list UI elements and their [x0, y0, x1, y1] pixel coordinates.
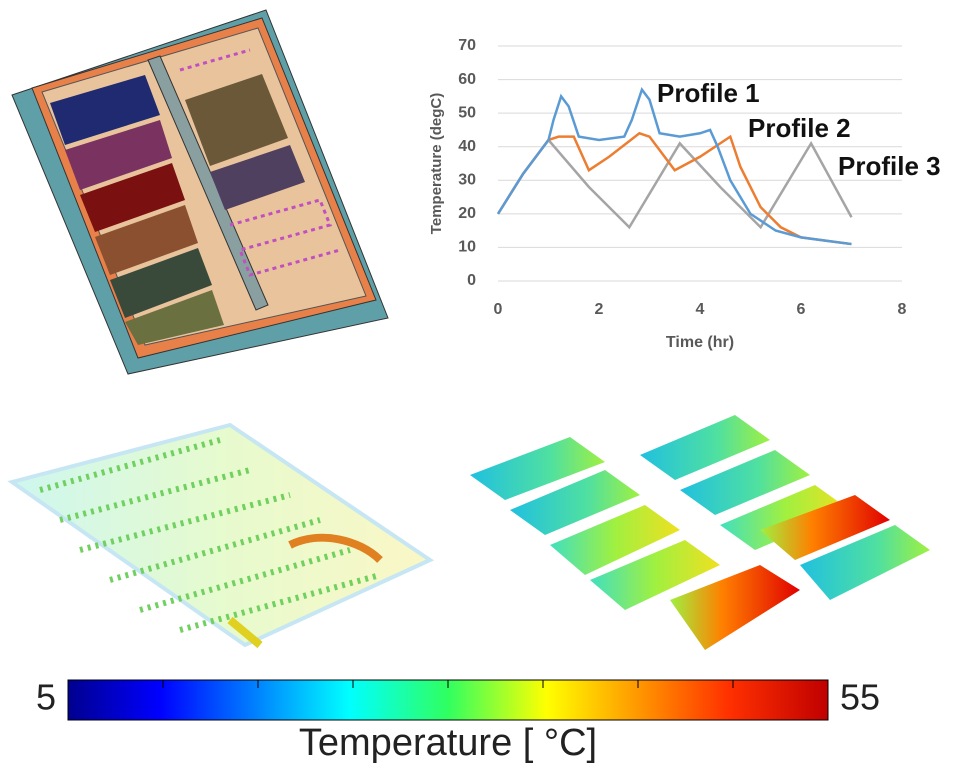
y-tick-label: 30 [458, 172, 476, 189]
series-label: Profile 3 [838, 151, 941, 181]
x-axis-label: Time (hr) [666, 334, 734, 351]
x-tick-label: 8 [898, 301, 907, 318]
series-label: Profile 2 [748, 113, 851, 143]
series-label: Profile 1 [657, 78, 760, 108]
x-tick-label: 0 [494, 301, 503, 318]
x-tick-label: 2 [595, 301, 604, 318]
y-axis-label: Temperature (degC) [428, 93, 445, 234]
x-tick-label: 4 [696, 301, 705, 318]
colorbar-title: Temperature [ °C] [299, 722, 597, 764]
series-line [496, 86, 852, 246]
x-tick-label: 6 [797, 301, 806, 318]
y-tick-label: 60 [458, 71, 476, 88]
series-line [496, 131, 852, 246]
y-tick-label: 40 [458, 138, 476, 155]
colorbar-tick-label: 55 [840, 677, 880, 718]
y-tick-label: 20 [458, 205, 476, 222]
colorbar-tick-label: 5 [36, 677, 56, 718]
y-tick-label: 50 [458, 104, 476, 121]
battery-pack-cad [11, 9, 389, 375]
y-tick-label: 0 [467, 272, 476, 289]
module-thermal-map [470, 415, 930, 650]
y-tick-label: 10 [458, 239, 476, 256]
y-tick-label: 70 [458, 37, 476, 54]
cold-plate-thermal-map [7, 422, 435, 649]
